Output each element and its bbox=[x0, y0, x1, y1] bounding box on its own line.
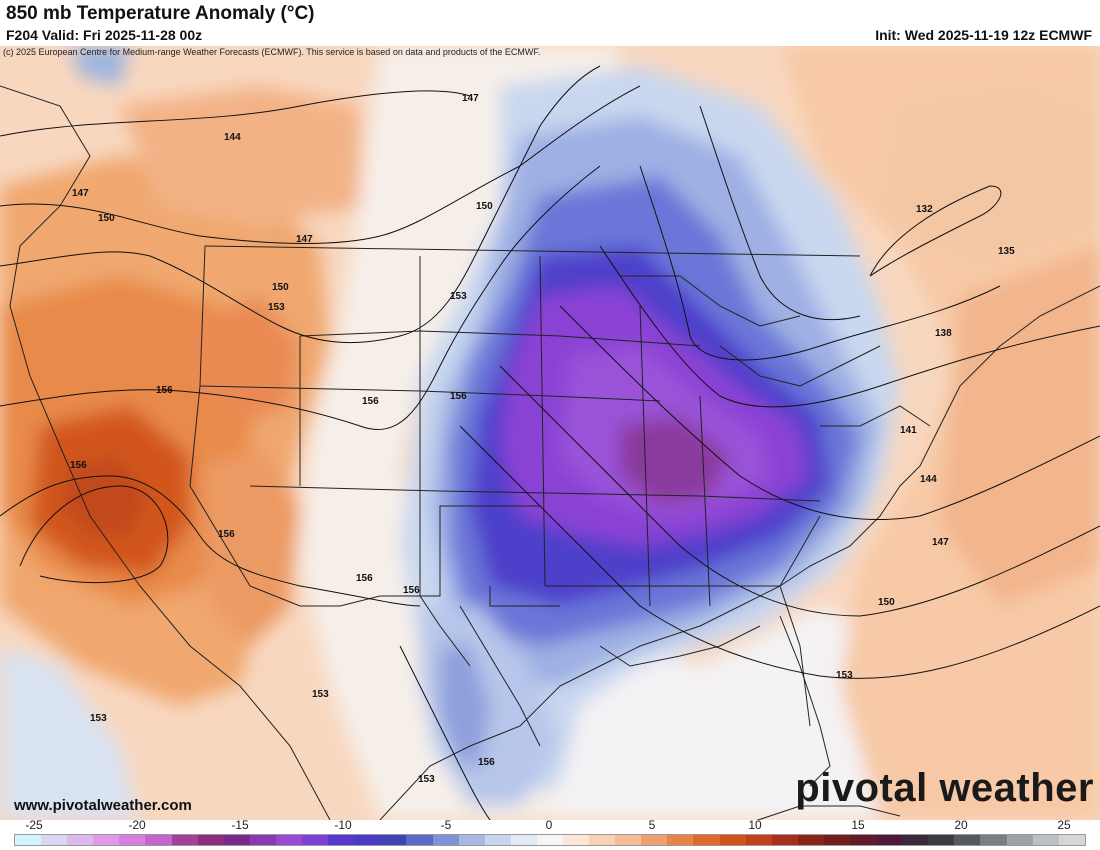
contour-label: 150 bbox=[272, 282, 289, 293]
contour-label: 156 bbox=[70, 460, 87, 471]
brand-logo: pivotal weather bbox=[795, 766, 1094, 810]
contour-label: 147 bbox=[296, 234, 313, 245]
colorbar-swatch bbox=[641, 835, 668, 845]
colorbar-swatch bbox=[902, 835, 929, 845]
valid-time: F204 Valid: Fri 2025-11-28 00z bbox=[6, 27, 203, 43]
colorbar-tick-label: 0 bbox=[545, 818, 553, 832]
contour-label: 132 bbox=[916, 204, 933, 215]
colorbar-swatch bbox=[380, 835, 407, 845]
colorbar-swatch bbox=[249, 835, 276, 845]
contour-label: 156 bbox=[362, 396, 379, 407]
colorbar-swatch bbox=[589, 835, 616, 845]
colorbar-swatch bbox=[197, 835, 224, 845]
colorbar-tick-label: -20 bbox=[128, 818, 146, 832]
contour-label: 153 bbox=[312, 689, 329, 700]
map-canvas: 144 147 150 147 147 150 150 153 153 156 … bbox=[0, 46, 1100, 820]
contour-label: 153 bbox=[450, 291, 467, 302]
colorbar-swatch bbox=[1058, 835, 1085, 845]
height-contours bbox=[0, 65, 1100, 820]
contour-label: 156 bbox=[356, 573, 373, 584]
colorbar-swatch bbox=[1006, 835, 1033, 845]
contour-label: 156 bbox=[218, 529, 235, 540]
colorbar-swatch bbox=[302, 835, 329, 845]
contour-label: 153 bbox=[418, 774, 435, 785]
colorbar-swatch bbox=[458, 835, 485, 845]
header: 850 mb Temperature Anomaly (°C) F204 Val… bbox=[0, 0, 1100, 48]
colorbar-swatch bbox=[536, 835, 563, 845]
colorbar-swatch bbox=[928, 835, 955, 845]
colorbar-swatch bbox=[145, 835, 172, 845]
colorbar-swatch bbox=[797, 835, 824, 845]
colorbar-swatch bbox=[745, 835, 772, 845]
colorbar-swatch bbox=[850, 835, 877, 845]
colorbar-swatch bbox=[432, 835, 459, 845]
contour-label: 156 bbox=[450, 391, 467, 402]
colorbar-swatch bbox=[354, 835, 381, 845]
init-time: Init: Wed 2025-11-19 12z ECMWF bbox=[875, 27, 1092, 43]
colorbar-swatch bbox=[1032, 835, 1059, 845]
contour-label: 150 bbox=[476, 201, 493, 212]
state-borders bbox=[189, 245, 931, 727]
colorbar-swatch bbox=[67, 835, 94, 845]
colorbar-tick-label: 15 bbox=[851, 818, 865, 832]
colorbar-swatch bbox=[275, 835, 303, 845]
colorbar-swatch bbox=[562, 835, 590, 845]
colorbar-tick-label: -15 bbox=[231, 818, 249, 832]
contour-label: 156 bbox=[403, 585, 420, 596]
colorbar-ticks: -25 -20 -15 -10 -5 0 5 10 15 20 25 bbox=[0, 818, 1100, 834]
colorbar-swatch bbox=[223, 835, 250, 845]
colorbar-swatch bbox=[41, 835, 68, 845]
contour-label: 156 bbox=[156, 385, 173, 396]
colorbar-tick-label: -25 bbox=[25, 818, 43, 832]
contour-label: 144 bbox=[224, 132, 241, 143]
contour-label: 150 bbox=[878, 597, 895, 608]
contour-label: 153 bbox=[268, 302, 285, 313]
contour-label: 153 bbox=[90, 713, 107, 724]
colorbar-swatch bbox=[406, 835, 433, 845]
copyright-notice: (c) 2025 European Centre for Medium-rang… bbox=[3, 47, 541, 57]
contour-label: 147 bbox=[932, 537, 949, 548]
contour-label: 153 bbox=[836, 670, 853, 681]
contour-label: 144 bbox=[920, 474, 937, 485]
coastlines bbox=[0, 85, 1100, 820]
colorbar-swatch bbox=[93, 835, 120, 845]
colorbar-swatch bbox=[328, 835, 355, 845]
contour-label: 156 bbox=[478, 757, 495, 768]
colorbar-tick-label: 5 bbox=[648, 818, 656, 832]
contour-label: 138 bbox=[935, 328, 952, 339]
colorbar-swatch bbox=[771, 835, 798, 845]
contour-label: 135 bbox=[998, 246, 1015, 257]
colorbar-tick-label: -10 bbox=[334, 818, 352, 832]
map-title: 850 mb Temperature Anomaly (°C) bbox=[6, 3, 315, 24]
colorbar bbox=[14, 834, 1086, 846]
colorbar-swatch bbox=[119, 835, 146, 845]
contour-label: 150 bbox=[98, 213, 115, 224]
website-link[interactable]: www.pivotalweather.com bbox=[14, 797, 192, 814]
colorbar-swatch bbox=[15, 835, 42, 845]
colorbar-tick-label: 10 bbox=[748, 818, 762, 832]
colorbar-swatch bbox=[693, 835, 720, 845]
colorbar-tick-label: 25 bbox=[1057, 818, 1071, 832]
colorbar-swatch bbox=[823, 835, 850, 845]
colorbar-swatch bbox=[484, 835, 511, 845]
colorbar-swatch bbox=[719, 835, 746, 845]
contour-labels: 144 147 150 147 147 150 150 153 153 156 … bbox=[70, 93, 1015, 785]
colorbar-swatch bbox=[615, 835, 642, 845]
anomaly-map[interactable]: 144 147 150 147 147 150 150 153 153 156 … bbox=[0, 46, 1100, 820]
contour-label: 147 bbox=[72, 188, 89, 199]
colorbar-swatch bbox=[510, 835, 537, 845]
colorbar-swatch bbox=[876, 835, 903, 845]
contour-label: 141 bbox=[900, 425, 917, 436]
contour-label: 147 bbox=[462, 93, 479, 104]
colorbar-swatch bbox=[667, 835, 694, 845]
colorbar-tick-label: 20 bbox=[954, 818, 968, 832]
colorbar-swatch bbox=[980, 835, 1007, 845]
colorbar-swatch bbox=[954, 835, 981, 845]
colorbar-swatch bbox=[171, 835, 198, 845]
colorbar-tick-label: -5 bbox=[440, 818, 452, 832]
